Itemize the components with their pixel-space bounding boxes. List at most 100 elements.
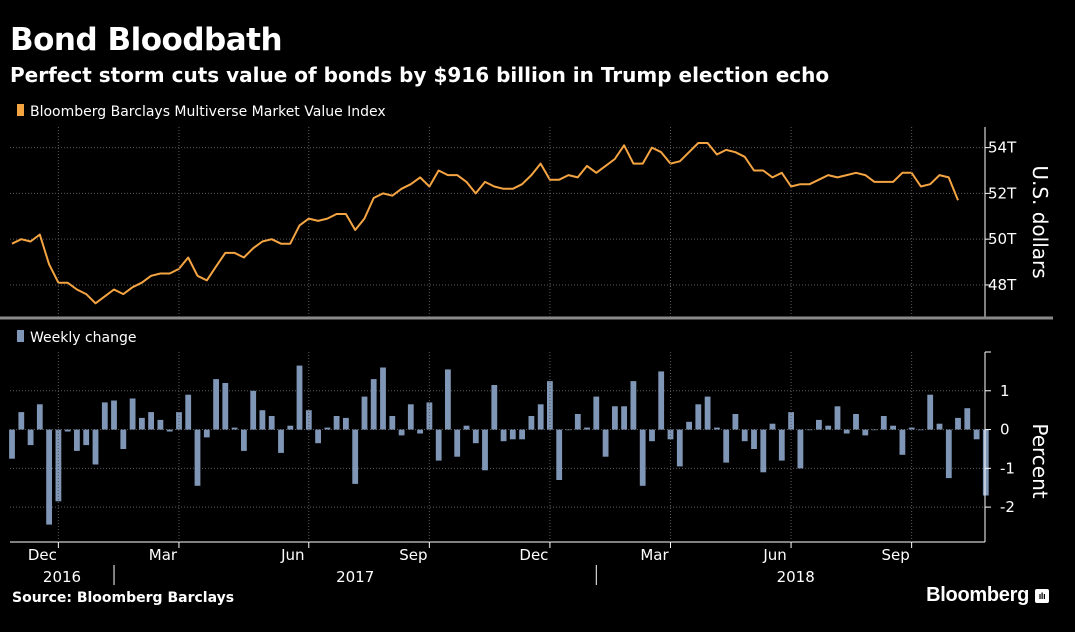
weekly-change-bar (491, 385, 498, 430)
weekly-change-bar (111, 400, 117, 430)
source-note: Source: Bloomberg Barclays (12, 590, 235, 606)
weekly-change-bar (9, 429, 15, 459)
weekly-change-bar (333, 416, 340, 430)
line-legend-label: Bloomberg Barclays Multiverse Market Val… (30, 104, 386, 120)
weekly-change-bar (445, 369, 451, 430)
weekly-change-bar (955, 417, 961, 430)
weekly-change-bar (982, 429, 989, 496)
x-axis: Dec Mar Jun Sep Dec Mar Jun Sep 2016 2017 2018 (10, 127, 985, 586)
weekly-change-bar (547, 381, 553, 430)
weekly-change-bar (528, 416, 535, 430)
weekly-change-bar (324, 427, 331, 430)
chart-subtitle: Perfect storm cuts value of bonds by $91… (10, 63, 830, 87)
weekly-change-bar (602, 429, 609, 457)
weekly-change-bar (278, 429, 284, 453)
weekly-change-bar (472, 429, 479, 444)
weekly-change-bar (816, 419, 822, 430)
weekly-change-bar (890, 425, 896, 430)
weekly-change-bar (241, 429, 247, 451)
weekly-change-bar (630, 381, 637, 430)
weekly-change-bar (862, 429, 869, 436)
line-legend-swatch (17, 104, 24, 116)
weekly-change-bar (593, 396, 600, 430)
weekly-change-bar (203, 429, 210, 438)
top-y-tick-label: 48T (988, 276, 1017, 294)
weekly-change-bar (658, 371, 665, 430)
weekly-change-bar (760, 429, 767, 473)
bar-legend-label: Weekly change (30, 330, 137, 346)
weekly-change-bar (268, 416, 275, 430)
weekly-change-bar (139, 417, 145, 430)
weekly-change-bar (194, 429, 201, 486)
year-label: 2018 (777, 568, 815, 586)
weekly-change-bar (621, 406, 627, 430)
weekly-change-bar (389, 416, 396, 430)
weekly-change-bar (714, 427, 720, 430)
bloomberg-wordmark: Bloomberg (926, 584, 1029, 606)
weekly-change-bar (676, 429, 683, 467)
weekly-change-bar (370, 379, 377, 430)
bar-legend-swatch (17, 330, 24, 342)
top-y-tick-label: 50T (988, 230, 1017, 248)
top-y-tick-label: 54T (988, 139, 1017, 157)
weekly-change-bar (918, 429, 924, 431)
weekly-change-bar (36, 404, 43, 430)
weekly-change-bar (417, 429, 423, 434)
month-tick-label: Mar (149, 546, 178, 564)
weekly-change-bar (908, 427, 915, 430)
weekly-change-bar (584, 427, 590, 430)
weekly-change-bar (778, 429, 785, 461)
chart-title: Bond Bloodbath (10, 22, 283, 58)
weekly-change-bar (27, 429, 34, 446)
weekly-change-bar (296, 365, 303, 430)
month-tick-label: Dec (519, 546, 548, 564)
top-y-tick-label: 52T (988, 184, 1017, 202)
weekly-change-bar (398, 429, 405, 436)
bottom-y-tick-label: -2 (1000, 498, 1015, 516)
weekly-change-bar (945, 429, 952, 479)
weekly-change-bar (751, 429, 757, 449)
top-panel: Bloomberg Barclays Multiverse Market Val… (10, 104, 1052, 317)
weekly-change-bar (927, 394, 934, 430)
weekly-change-bar (222, 383, 229, 430)
weekly-change-bar (74, 429, 80, 451)
weekly-change-bar (435, 429, 442, 461)
weekly-change-bar (639, 429, 646, 486)
weekly-change-bar (185, 394, 192, 430)
weekly-change-bar (936, 423, 943, 430)
weekly-change-bar (500, 429, 507, 442)
weekly-change-bar (825, 425, 832, 430)
weekly-change-bar (964, 408, 971, 430)
weekly-change-bar (667, 429, 674, 440)
weekly-change-bar (166, 429, 173, 432)
weekly-change-bar (732, 414, 739, 430)
month-tick-label: Dec (28, 546, 57, 564)
weekly-change-bar (509, 429, 516, 440)
weekly-change-bar (695, 404, 702, 430)
weekly-change-bar (537, 404, 544, 430)
weekly-change-bar (157, 419, 164, 430)
weekly-change-bar (18, 412, 25, 430)
weekly-change-bar (231, 427, 238, 430)
weekly-change-bar (305, 410, 312, 430)
weekly-change-bar (315, 429, 321, 444)
weekly-change-bar (454, 429, 461, 457)
weekly-change-bar (83, 429, 90, 446)
weekly-change-bar (973, 429, 980, 440)
weekly-change-bar (565, 429, 572, 431)
weekly-change-bar (176, 412, 182, 430)
weekly-change-bar (148, 412, 154, 430)
weekly-change-bar (46, 429, 52, 525)
bloomberg-logo: Bloomberg ılı (926, 584, 1049, 607)
weekly-change-bar (380, 367, 386, 430)
weekly-change-bar (519, 429, 525, 440)
weekly-change-bar (129, 398, 136, 430)
top-y-axis-label: U.S. dollars (1028, 165, 1052, 278)
weekly-change-bar (797, 429, 804, 469)
weekly-change-bar (64, 429, 71, 432)
bottom-y-tick-label: -1 (1000, 459, 1015, 477)
weekly-change-bar (259, 410, 266, 430)
bloomberg-bars-icon: ılı (1035, 589, 1049, 603)
weekly-change-bar (880, 416, 887, 430)
